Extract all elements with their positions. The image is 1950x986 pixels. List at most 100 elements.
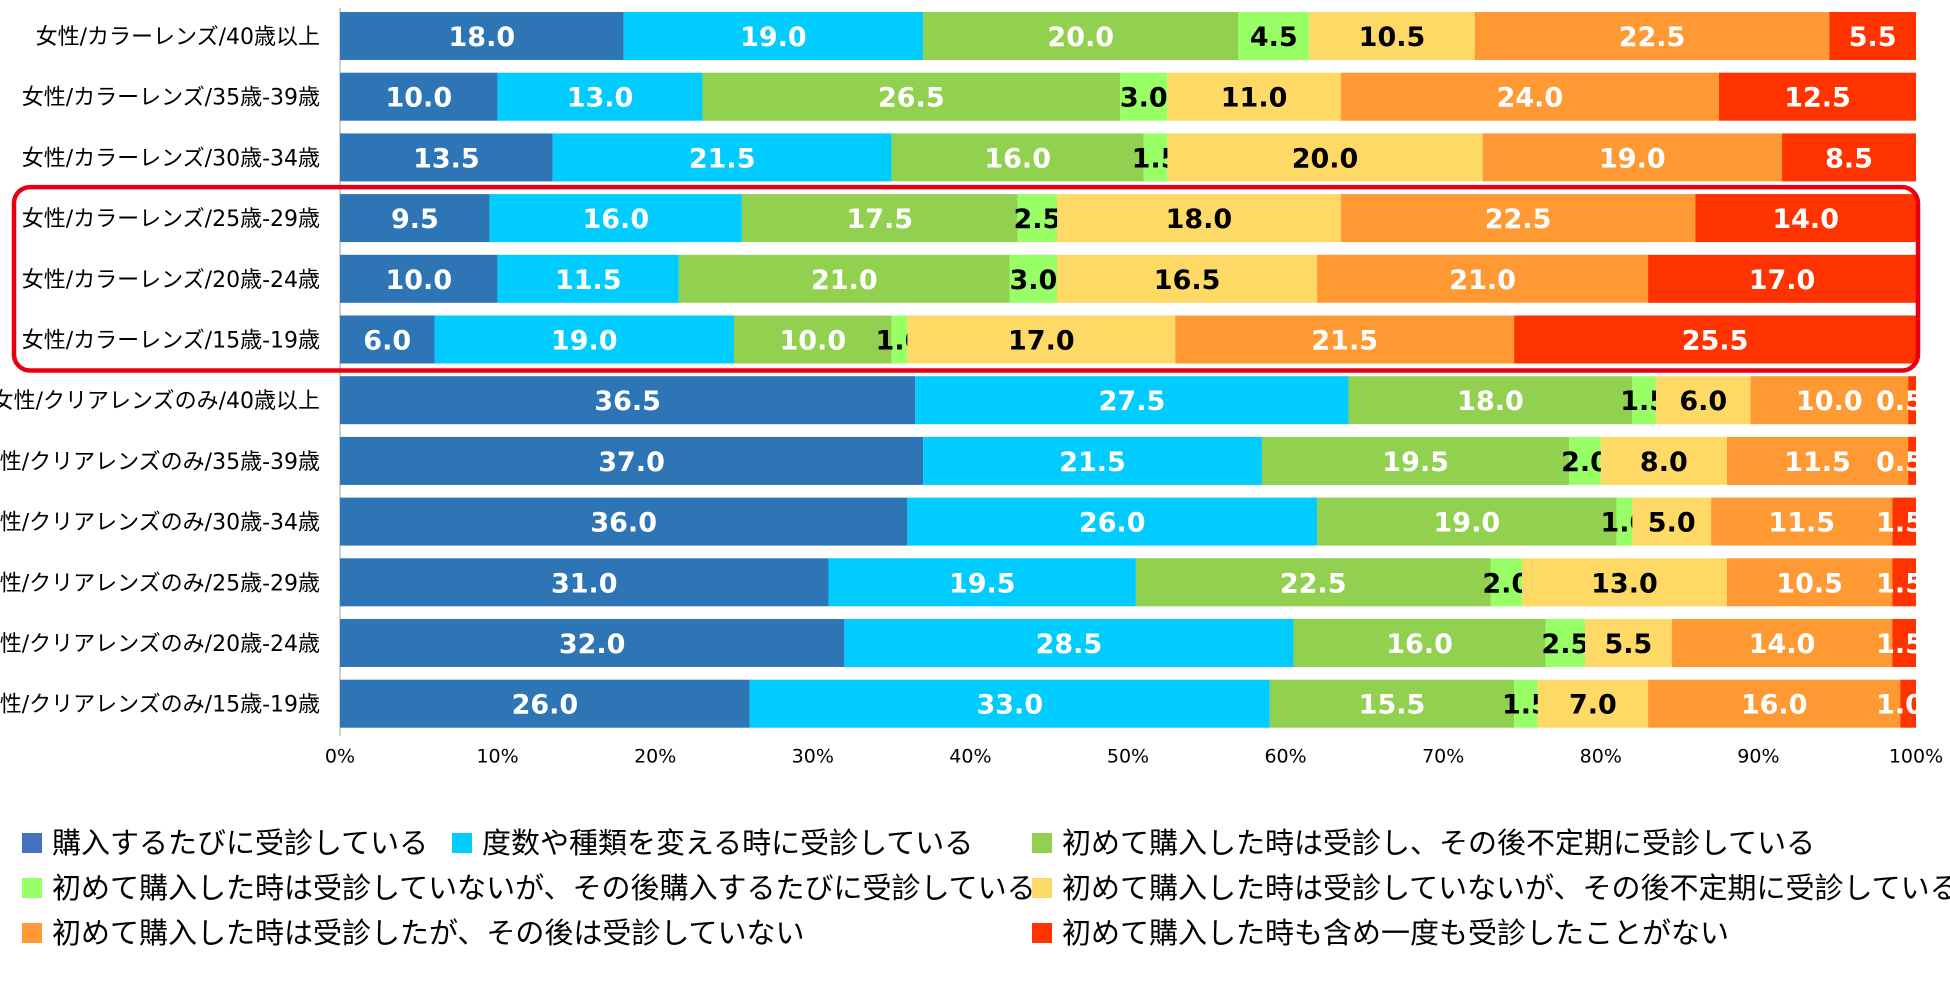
bar-segment [1892, 558, 1916, 607]
bar-segment [1711, 497, 1893, 546]
data-label: 8.0 [1640, 447, 1688, 478]
data-label: 15.5 [1359, 690, 1426, 721]
legend-swatch [452, 833, 472, 853]
bar-segment [1293, 619, 1546, 667]
bar-segment [1482, 133, 1783, 182]
bar-segment [497, 254, 679, 303]
data-label: 16.0 [1741, 690, 1808, 721]
data-label: 26.0 [1079, 508, 1146, 539]
data-label: 14.0 [1749, 629, 1816, 660]
data-label: 27.5 [1099, 386, 1166, 417]
data-label: 3.0 [1120, 83, 1168, 114]
bar-segment [489, 194, 742, 243]
bar-segment [1167, 133, 1483, 182]
bar-segment [1569, 436, 1601, 485]
bar-segment [340, 558, 829, 607]
bar-segment [340, 315, 435, 364]
data-label: 5.0 [1648, 508, 1696, 539]
bar-segment [1782, 133, 1916, 182]
bar-segment [1632, 497, 1712, 546]
category-label: 女性/カラーレンズ/30歳-34歳 [22, 146, 320, 171]
bar-segment [1017, 194, 1058, 243]
category-label: 女性/カラーレンズ/35歳-39歳 [22, 86, 320, 111]
data-label: 20.0 [1047, 22, 1114, 53]
data-label: 6.0 [1679, 386, 1727, 417]
data-label: 21.5 [1311, 326, 1378, 357]
bar-segment [1009, 254, 1058, 303]
bar-segment [340, 497, 908, 546]
data-label: 10.0 [385, 265, 452, 296]
category-label: 女性/カラーレンズ/40歳以上 [36, 25, 320, 50]
bar-segment [1632, 376, 1656, 425]
bar-segment [1616, 497, 1633, 546]
legend-swatch [1032, 833, 1052, 853]
bar-segment [678, 254, 1010, 303]
x-tick-label: 10% [476, 745, 518, 767]
legend-swatch [22, 833, 42, 853]
data-label: 13.0 [1591, 568, 1658, 599]
legend-label: 初めて購入した時は受診したが、その後は受診していない [52, 916, 805, 950]
data-label: 10.0 [385, 83, 452, 114]
bar-segment [1490, 558, 1522, 607]
bar-segment [1175, 315, 1515, 364]
data-label: 1.5 [1876, 508, 1924, 539]
data-label: 17.0 [1749, 265, 1816, 296]
bar-segment [1671, 619, 1893, 667]
x-tick-label: 70% [1422, 745, 1464, 767]
data-label: 13.5 [413, 143, 480, 174]
data-label: 26.0 [512, 690, 579, 721]
bar-segment [1261, 436, 1570, 485]
bar-segment [1726, 436, 1909, 485]
data-label: 19.0 [740, 22, 807, 53]
bar-segment [1340, 72, 1719, 121]
data-label: 24.0 [1497, 83, 1564, 114]
data-label: 17.5 [846, 204, 913, 235]
bar-segment [340, 12, 624, 60]
data-label: 19.5 [949, 568, 1016, 599]
data-label: 0.5 [1876, 386, 1924, 417]
data-label: 20.0 [1292, 143, 1359, 174]
bar-segment [497, 72, 703, 121]
bar-segment [734, 315, 892, 364]
bar-segment [340, 376, 916, 425]
data-label: 19.0 [1599, 143, 1666, 174]
data-label: 26.5 [878, 83, 945, 114]
data-label: 12.5 [1784, 83, 1851, 114]
data-label: 5.5 [1604, 629, 1652, 660]
bar-segment [340, 254, 498, 303]
data-label: 18.0 [1166, 204, 1233, 235]
bar-segment [1135, 558, 1491, 607]
data-label: 17.0 [1008, 326, 1075, 357]
bar-segment [340, 436, 924, 485]
data-label: 1.5 [1876, 629, 1924, 660]
bar-segment [1545, 619, 1586, 667]
bar-segment [1648, 254, 1916, 303]
category-label: 女性/クリアレンズのみ/40歳以上 [0, 389, 320, 414]
bar-segment [1600, 436, 1727, 485]
bar-segment [1537, 679, 1649, 728]
data-label: 4.5 [1250, 22, 1298, 53]
bar-segment [1750, 376, 1909, 425]
bar-segment [434, 315, 734, 364]
bar-segment [749, 679, 1270, 728]
data-label: 8.5 [1825, 143, 1873, 174]
bar-segment [1348, 376, 1633, 425]
bar-segment [702, 72, 1121, 121]
x-tick-label: 60% [1264, 745, 1306, 767]
bar-segment [1829, 12, 1916, 60]
category-label: 女性/カラーレンズ/20歳-24歳 [22, 268, 320, 293]
data-label: 36.0 [590, 508, 657, 539]
data-label: 16.5 [1154, 265, 1221, 296]
data-label: 21.0 [811, 265, 878, 296]
bar-segment [844, 619, 1294, 667]
bar-segment [891, 133, 1144, 182]
data-label: 32.0 [559, 629, 626, 660]
legend-swatch [1032, 878, 1052, 898]
data-label: 11.5 [1784, 447, 1851, 478]
data-label: 21.0 [1449, 265, 1516, 296]
data-label: 19.0 [1434, 508, 1501, 539]
bar-segment [1167, 72, 1341, 121]
data-label: 36.5 [594, 386, 661, 417]
legend-swatch [22, 878, 42, 898]
